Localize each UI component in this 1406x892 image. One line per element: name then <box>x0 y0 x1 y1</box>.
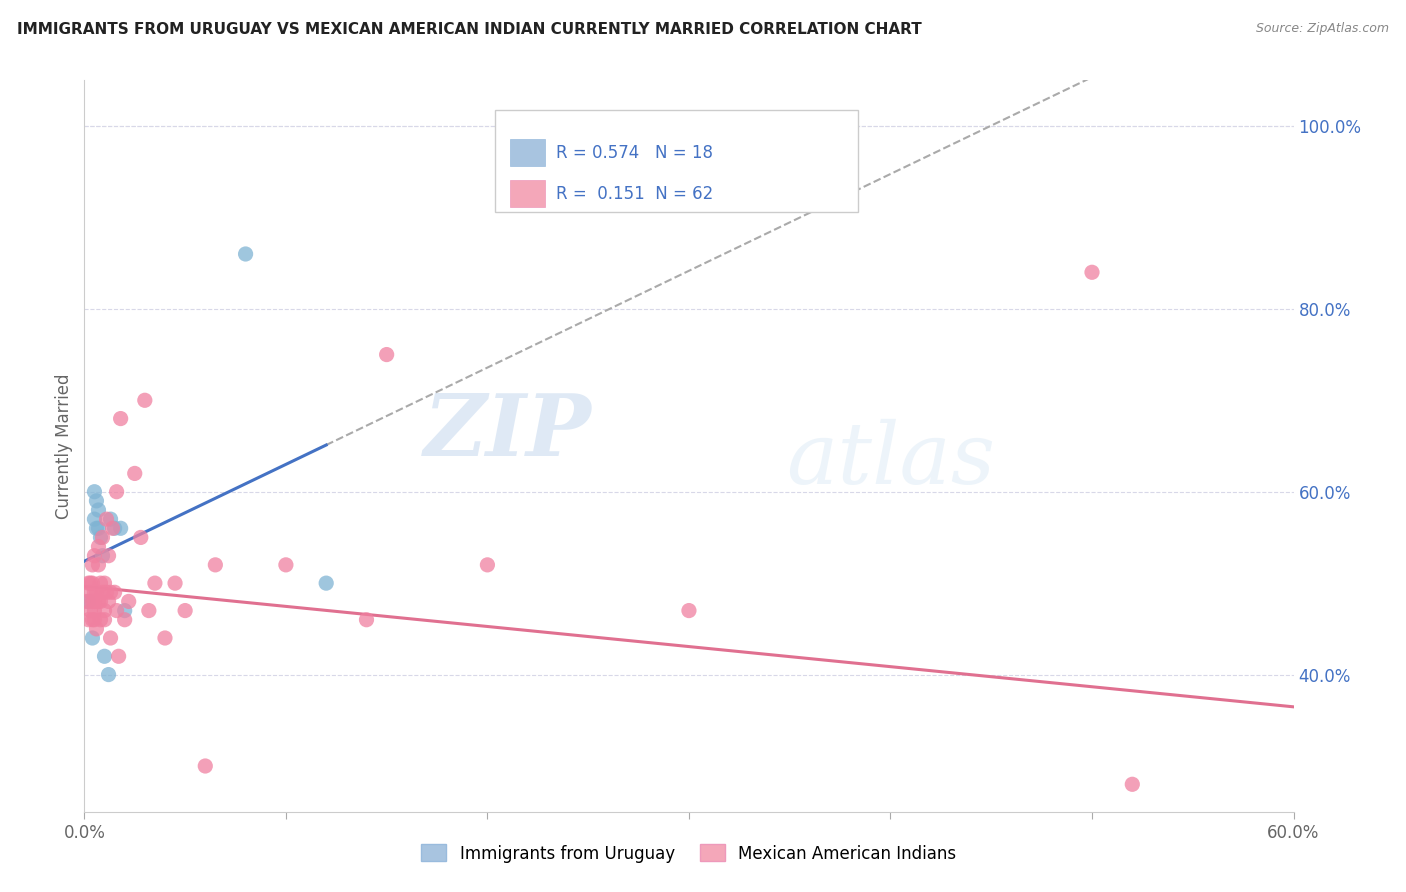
Point <box>79 604 101 618</box>
Point <box>89 530 111 544</box>
Point <box>86 622 108 636</box>
Point <box>83 613 105 627</box>
Point <box>89 576 111 591</box>
Point <box>83 549 105 563</box>
Point <box>93 613 115 627</box>
Point <box>96 585 118 599</box>
Point <box>129 530 152 544</box>
Point <box>83 604 105 618</box>
Point <box>89 594 111 608</box>
Point <box>100 512 122 526</box>
Point <box>100 585 122 599</box>
Point <box>91 549 114 563</box>
Point <box>105 484 128 499</box>
Point <box>105 604 128 618</box>
Point <box>91 530 114 544</box>
Point <box>83 512 105 526</box>
Point <box>82 613 104 627</box>
Legend: Immigrants from Uruguay, Mexican American Indians: Immigrants from Uruguay, Mexican America… <box>415 838 963 869</box>
Point <box>124 467 146 481</box>
Point <box>82 576 104 591</box>
Point <box>274 558 297 572</box>
Point <box>83 594 105 608</box>
Point <box>86 521 108 535</box>
Y-axis label: Currently Married: Currently Married <box>55 373 73 519</box>
Point <box>77 613 100 627</box>
Text: ZIP: ZIP <box>425 390 592 473</box>
Point <box>77 576 100 591</box>
Point <box>134 393 156 408</box>
Point <box>114 613 136 627</box>
Point <box>1081 265 1104 279</box>
Point <box>110 521 132 535</box>
Point <box>104 521 127 535</box>
Point <box>87 558 110 572</box>
Point <box>477 558 499 572</box>
Point <box>110 411 132 425</box>
Text: R =  0.151  N = 62: R = 0.151 N = 62 <box>555 185 713 202</box>
Point <box>77 594 100 608</box>
Text: atlas: atlas <box>786 419 995 502</box>
Point <box>235 247 257 261</box>
Point <box>114 604 136 618</box>
Point <box>91 585 114 599</box>
Point <box>93 604 115 618</box>
Point <box>356 613 378 627</box>
Point <box>174 604 197 618</box>
Point <box>315 576 337 591</box>
Point <box>82 631 104 645</box>
Point <box>138 604 160 618</box>
Point <box>86 494 108 508</box>
Point <box>194 759 217 773</box>
Point <box>97 667 120 681</box>
Text: IMMIGRANTS FROM URUGUAY VS MEXICAN AMERICAN INDIAN CURRENTLY MARRIED CORRELATION: IMMIGRANTS FROM URUGUAY VS MEXICAN AMERI… <box>17 22 921 37</box>
Point <box>83 585 105 599</box>
Point <box>87 594 110 608</box>
Point <box>87 521 110 535</box>
Point <box>75 594 97 608</box>
Point <box>104 585 127 599</box>
Text: Source: ZipAtlas.com: Source: ZipAtlas.com <box>1256 22 1389 36</box>
Point <box>107 649 129 664</box>
Point <box>82 594 104 608</box>
Point <box>375 348 398 362</box>
Point <box>87 503 110 517</box>
Point <box>101 521 124 535</box>
Point <box>79 585 101 599</box>
Point <box>118 594 141 608</box>
Text: R = 0.574   N = 18: R = 0.574 N = 18 <box>555 144 713 161</box>
Point <box>97 594 120 608</box>
Point <box>93 649 115 664</box>
Point <box>86 585 108 599</box>
Point <box>100 631 122 645</box>
Point <box>143 576 166 591</box>
Point <box>96 512 118 526</box>
Point <box>87 540 110 554</box>
Point <box>204 558 226 572</box>
Point <box>153 631 176 645</box>
Point <box>165 576 187 591</box>
Point <box>678 604 700 618</box>
Point <box>89 613 111 627</box>
Point <box>79 576 101 591</box>
Point <box>83 484 105 499</box>
Point <box>93 576 115 591</box>
Point <box>1121 777 1143 791</box>
Point <box>82 558 104 572</box>
Point <box>97 549 120 563</box>
